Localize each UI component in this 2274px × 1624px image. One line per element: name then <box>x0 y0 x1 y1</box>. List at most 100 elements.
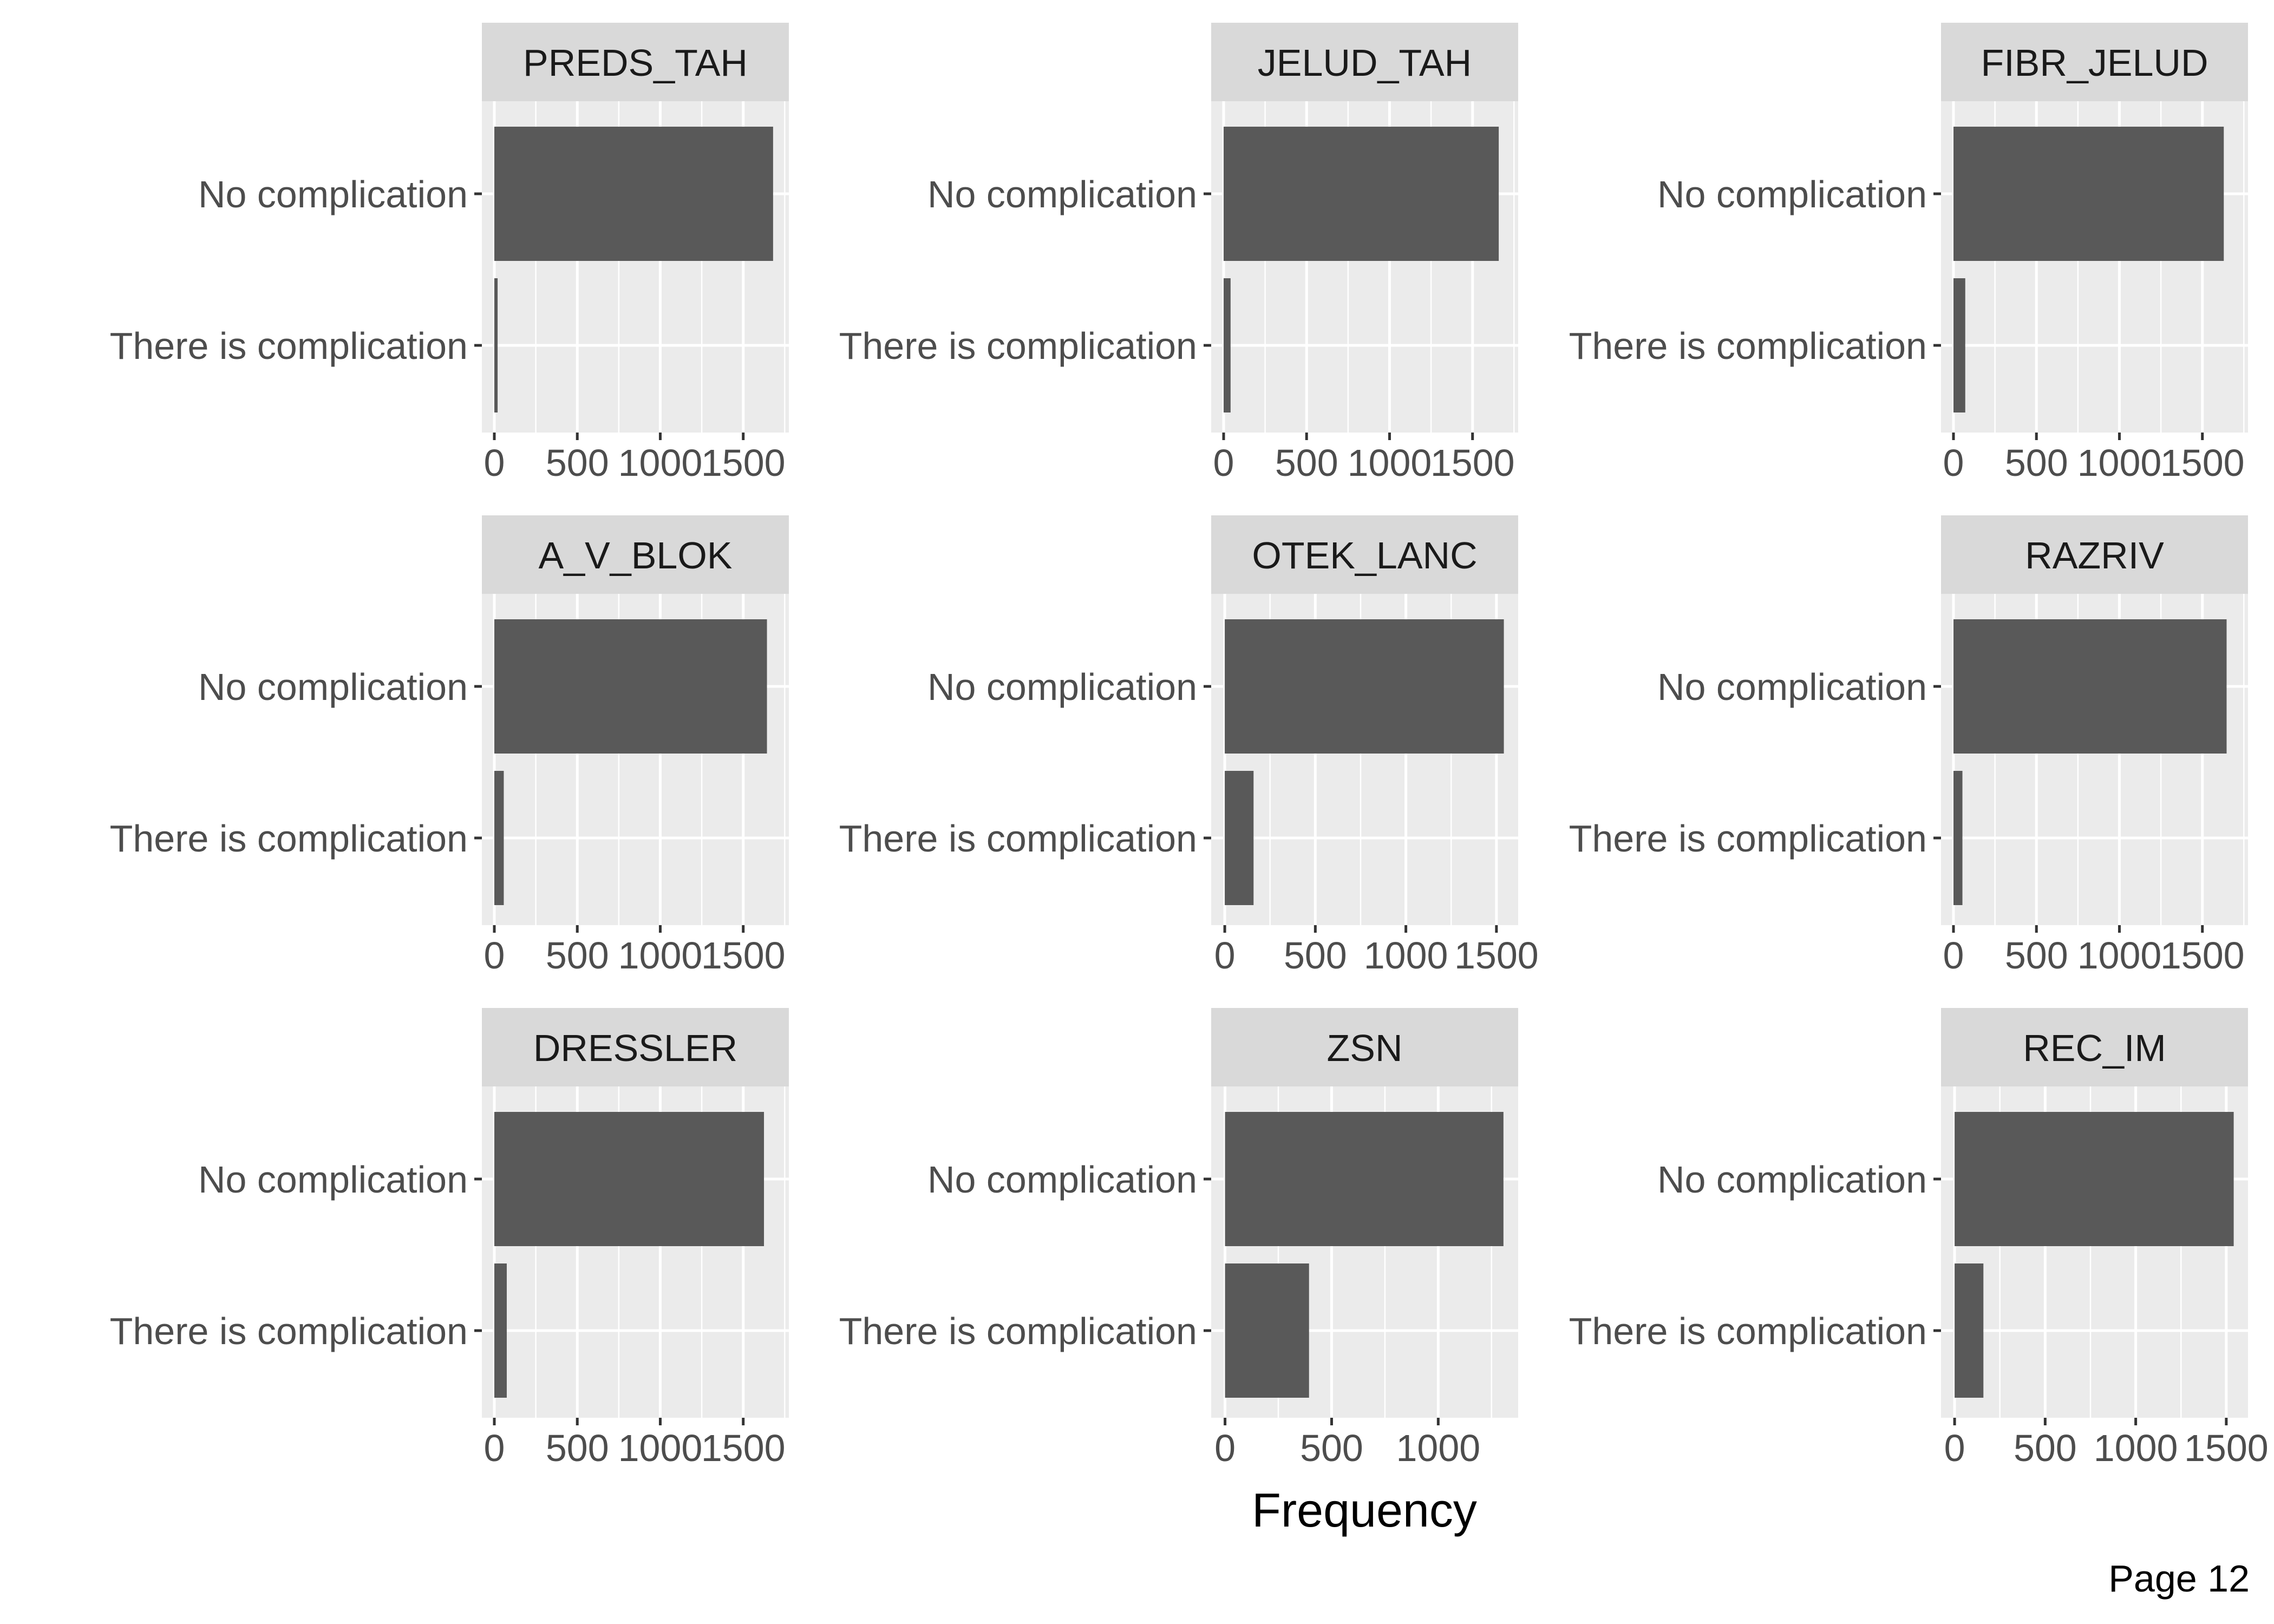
x-tick-label: 500 <box>546 1427 609 1469</box>
x-tick-label: 0 <box>1944 1427 1965 1469</box>
bar-no-complication <box>1223 127 1499 261</box>
category-label: No complication <box>1657 173 1927 215</box>
category-label: There is complication <box>110 325 468 367</box>
bar-there-is-complication <box>1223 278 1231 412</box>
panel-otek-lanc: OTEK_LANC No complication There is complic… <box>839 515 1539 977</box>
category-label: There is complication <box>839 817 1197 860</box>
x-tick-label: 500 <box>2005 934 2068 977</box>
category-label: No complication <box>198 666 468 708</box>
bar-there-is-complication <box>494 1263 507 1398</box>
category-label: There is complication <box>839 1310 1197 1352</box>
panel-title: FIBR_JELUD <box>1981 42 2208 84</box>
x-tick-label: 0 <box>484 1427 505 1469</box>
panel-strip <box>482 1008 789 1086</box>
x-tick-label: 500 <box>2014 1427 2077 1469</box>
x-tick-label: 1500 <box>701 442 786 484</box>
x-tick-label: 0 <box>484 442 505 484</box>
panel-title: OTEK_LANC <box>1252 534 1477 577</box>
category-label: There is complication <box>1569 1310 1927 1352</box>
panel-strip <box>1211 1008 1518 1086</box>
x-tick-label: 1500 <box>1454 934 1539 977</box>
bar-there-is-complication <box>494 278 498 412</box>
panel-razriv: RAZRIV No complication There is complicati… <box>1569 515 2248 977</box>
panel-title: ZSN <box>1327 1027 1403 1069</box>
panel-strip <box>482 515 789 594</box>
x-tick-label: 500 <box>546 934 609 977</box>
bar-no-complication <box>1225 1112 1504 1246</box>
panel-rec-im: REC_IM No complication There is complicati… <box>1569 1008 2269 1469</box>
x-tick-label: 1000 <box>618 442 703 484</box>
panel-jelud-tah: JELUD_TAH No complication There is complic… <box>839 23 1518 484</box>
category-label: There is complication <box>110 1310 468 1352</box>
x-axis-title: Frequency <box>1252 1483 1477 1537</box>
category-label: No complication <box>927 666 1197 708</box>
bar-no-complication <box>1955 1112 2234 1246</box>
bar-there-is-complication <box>1225 1263 1309 1398</box>
category-label: No complication <box>1657 666 1927 708</box>
panel-a-v-blok: A_V_BLOK No complication There is complica… <box>110 515 789 977</box>
panel-title: REC_IM <box>2023 1027 2166 1069</box>
x-tick-label: 1000 <box>2094 1427 2178 1469</box>
x-tick-label: 1500 <box>2184 1427 2269 1469</box>
bar-no-complication <box>1953 619 2227 754</box>
bar-no-complication <box>494 619 767 754</box>
panel-preds-tah: PREDS_TAH No complication There is complic… <box>110 23 789 484</box>
panel-strip <box>482 23 789 101</box>
bar-there-is-complication <box>494 771 504 905</box>
category-label: No complication <box>927 173 1197 215</box>
bar-there-is-complication <box>1955 1263 1984 1398</box>
panel-title: DRESSLER <box>533 1027 737 1069</box>
x-tick-label: 1500 <box>2160 442 2245 484</box>
x-tick-label: 1500 <box>2160 934 2245 977</box>
category-label: No complication <box>1657 1158 1927 1201</box>
x-tick-label: 1000 <box>1396 1427 1480 1469</box>
panel-fibr-jelud: FIBR_JELUD No complication There is compli… <box>1569 23 2248 484</box>
x-tick-label: 0 <box>1213 442 1234 484</box>
x-tick-label: 1000 <box>2077 442 2162 484</box>
bar-no-complication <box>494 1112 764 1246</box>
panel-dressler: DRESSLER No complication There is complica… <box>110 1008 789 1469</box>
x-tick-label: 1500 <box>701 1427 786 1469</box>
panels-layer: PREDS_TAH No complication There is complic… <box>110 23 2269 1469</box>
panel-title: RAZRIV <box>2025 534 2164 577</box>
category-label: There is complication <box>1569 325 1927 367</box>
x-tick-label: 1000 <box>1364 934 1448 977</box>
x-tick-label: 500 <box>546 442 609 484</box>
panel-zsn: ZSN No complication There is complication 0… <box>839 1008 1518 1469</box>
x-tick-label: 500 <box>1300 1427 1363 1469</box>
category-label: There is complication <box>110 817 468 860</box>
x-tick-label: 1500 <box>1430 442 1515 484</box>
panel-title: PREDS_TAH <box>523 42 748 84</box>
panel-strip <box>1941 515 2248 594</box>
x-tick-label: 1000 <box>618 934 703 977</box>
x-tick-label: 0 <box>484 934 505 977</box>
bar-there-is-complication <box>1225 771 1254 905</box>
panel-strip <box>1211 515 1518 594</box>
category-label: No complication <box>198 173 468 215</box>
x-tick-label: 500 <box>2005 442 2068 484</box>
x-tick-label: 0 <box>1214 934 1236 977</box>
bar-no-complication <box>1225 619 1504 754</box>
x-tick-label: 500 <box>1275 442 1338 484</box>
x-tick-label: 1000 <box>618 1427 703 1469</box>
x-tick-label: 500 <box>1284 934 1347 977</box>
panel-title: JELUD_TAH <box>1258 42 1472 84</box>
category-label: There is complication <box>839 325 1197 367</box>
x-tick-label: 0 <box>1214 1427 1236 1469</box>
bar-there-is-complication <box>1953 771 1963 905</box>
bar-no-complication <box>494 127 773 261</box>
bar-no-complication <box>1953 127 2224 261</box>
panel-title: A_V_BLOK <box>539 534 733 577</box>
category-label: There is complication <box>1569 817 1927 860</box>
panel-strip <box>1941 1008 2248 1086</box>
x-tick-label: 1000 <box>1348 442 1432 484</box>
x-tick-label: 1000 <box>2077 934 2162 977</box>
x-tick-label: 1500 <box>701 934 786 977</box>
panel-strip <box>1941 23 2248 101</box>
category-label: No complication <box>198 1158 468 1201</box>
panel-strip <box>1211 23 1518 101</box>
x-tick-label: 0 <box>1943 442 1964 484</box>
category-label: No complication <box>927 1158 1197 1201</box>
page-label: Page 12 <box>2108 1557 2250 1600</box>
